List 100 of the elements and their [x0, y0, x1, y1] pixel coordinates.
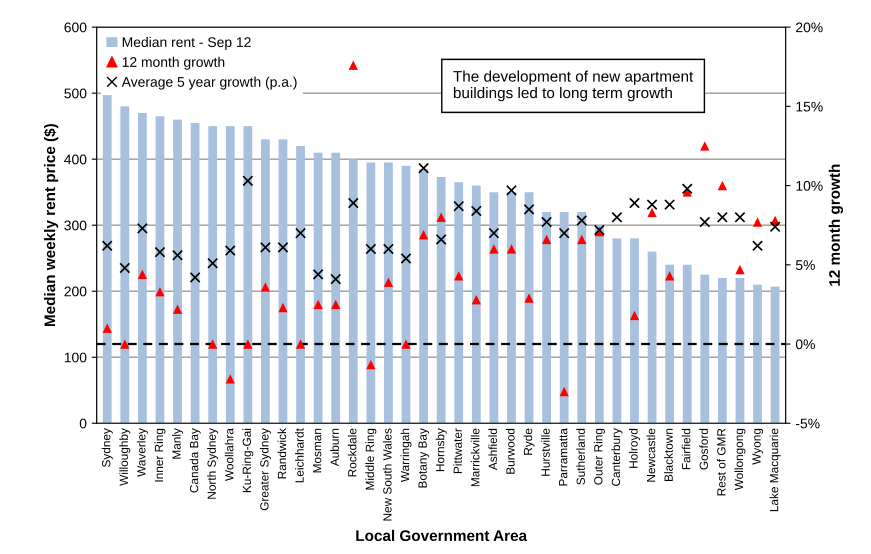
bar: [489, 192, 498, 424]
y-tick-label: 300: [64, 220, 86, 230]
point: [331, 300, 340, 310]
bar: [770, 286, 780, 424]
bar: [243, 126, 252, 424]
y-tick-label: 100: [64, 352, 86, 362]
bar: [665, 264, 674, 424]
point: [770, 221, 781, 232]
bar: [173, 120, 182, 424]
bar: [208, 126, 218, 424]
x-tick-label: Ku-Ring-Gai: [242, 428, 254, 492]
x-tick-label: Hornsby: [436, 428, 447, 472]
point: [541, 216, 552, 228]
point: [664, 271, 674, 281]
y2-tick-label: 5%: [796, 260, 815, 270]
bar: [577, 212, 586, 424]
point: [542, 234, 552, 244]
x-tick-label: Wollongong: [734, 428, 746, 490]
point: [646, 199, 658, 210]
point: [102, 240, 113, 252]
point: [558, 228, 570, 239]
x-tick-label: Pittwater: [453, 428, 462, 474]
point: [136, 222, 148, 234]
point: [647, 208, 657, 218]
point: [172, 304, 182, 314]
point: [699, 216, 710, 228]
bar: [296, 146, 305, 424]
point: [313, 300, 323, 310]
y-axis-title: Median weekly rent price ($): [44, 124, 58, 326]
point: [120, 339, 130, 349]
point: [277, 242, 288, 253]
bar: [138, 112, 147, 424]
y2-tick-label: 0%: [796, 339, 815, 350]
point: [224, 245, 236, 256]
x-tick-label: Randwick: [277, 428, 286, 478]
bar: [366, 162, 376, 424]
x-tick-label: Blacktown: [664, 428, 673, 481]
point: [700, 141, 710, 151]
point: [629, 198, 640, 209]
x-tick-label: Sutherland: [576, 428, 585, 485]
point: [752, 217, 762, 227]
point: [436, 212, 446, 222]
bar: [542, 212, 552, 424]
point: [190, 272, 201, 283]
x-tick-label: Hurstville: [541, 428, 550, 476]
point: [734, 212, 746, 223]
point: [138, 270, 148, 279]
x-tick-label: Ryde: [524, 428, 535, 455]
bar: [278, 139, 288, 424]
bar: [454, 182, 464, 424]
y2-tick-label: 10%: [796, 180, 823, 191]
x-tick-label: Willoughby: [119, 428, 130, 486]
bar: [261, 139, 270, 424]
x-tick-label: Lake Macquarie: [770, 428, 781, 512]
point: [576, 214, 588, 226]
point: [472, 295, 481, 304]
point: [260, 242, 271, 253]
bar: [331, 152, 340, 424]
x-tick-label: Newcastle: [646, 428, 656, 482]
x-tick-label: Burwood: [506, 428, 515, 474]
bar: [226, 126, 235, 424]
point: [242, 175, 254, 186]
point: [418, 162, 430, 174]
point: [454, 271, 464, 281]
y2-axis-title: 12 month growth: [828, 164, 844, 286]
y2-tick-label: -5%: [796, 418, 820, 428]
bar: [700, 274, 710, 424]
bar: [612, 238, 622, 424]
x-tick-label: Canada Bay: [190, 428, 201, 492]
point: [208, 339, 218, 349]
bar: [402, 166, 410, 424]
bar: [753, 284, 762, 424]
point: [611, 212, 622, 223]
x-tick-label: Woollahra: [224, 428, 234, 482]
point: [365, 243, 376, 254]
annotation: The development of new apartment buildings led to long term growth: [453, 70, 694, 102]
point: [226, 374, 235, 384]
x-tick-label: Canterbury: [611, 428, 622, 486]
bar: [594, 225, 604, 424]
point: [716, 212, 728, 223]
bar: [314, 152, 323, 424]
point: [718, 180, 728, 190]
x-tick-label: North Sydney: [207, 428, 218, 499]
point: [119, 262, 130, 274]
x-tick-label: Leichhardt: [295, 428, 304, 482]
x-tick-label: Ashfield: [488, 428, 498, 470]
point: [664, 199, 676, 210]
point: [453, 200, 464, 212]
x-tick-label: New South Wales: [382, 428, 392, 521]
x-tick-label: Botany Bay: [418, 428, 430, 488]
point: [577, 234, 586, 244]
y-tick-label: 500: [64, 88, 86, 98]
point: [682, 183, 693, 194]
x-tick-label: Wyong: [752, 428, 764, 465]
legend-label: Median rent - Sep 12: [122, 36, 251, 50]
point: [470, 205, 482, 216]
bar: [384, 162, 393, 424]
point: [366, 360, 376, 370]
point: [401, 339, 411, 349]
bar: [524, 192, 534, 424]
